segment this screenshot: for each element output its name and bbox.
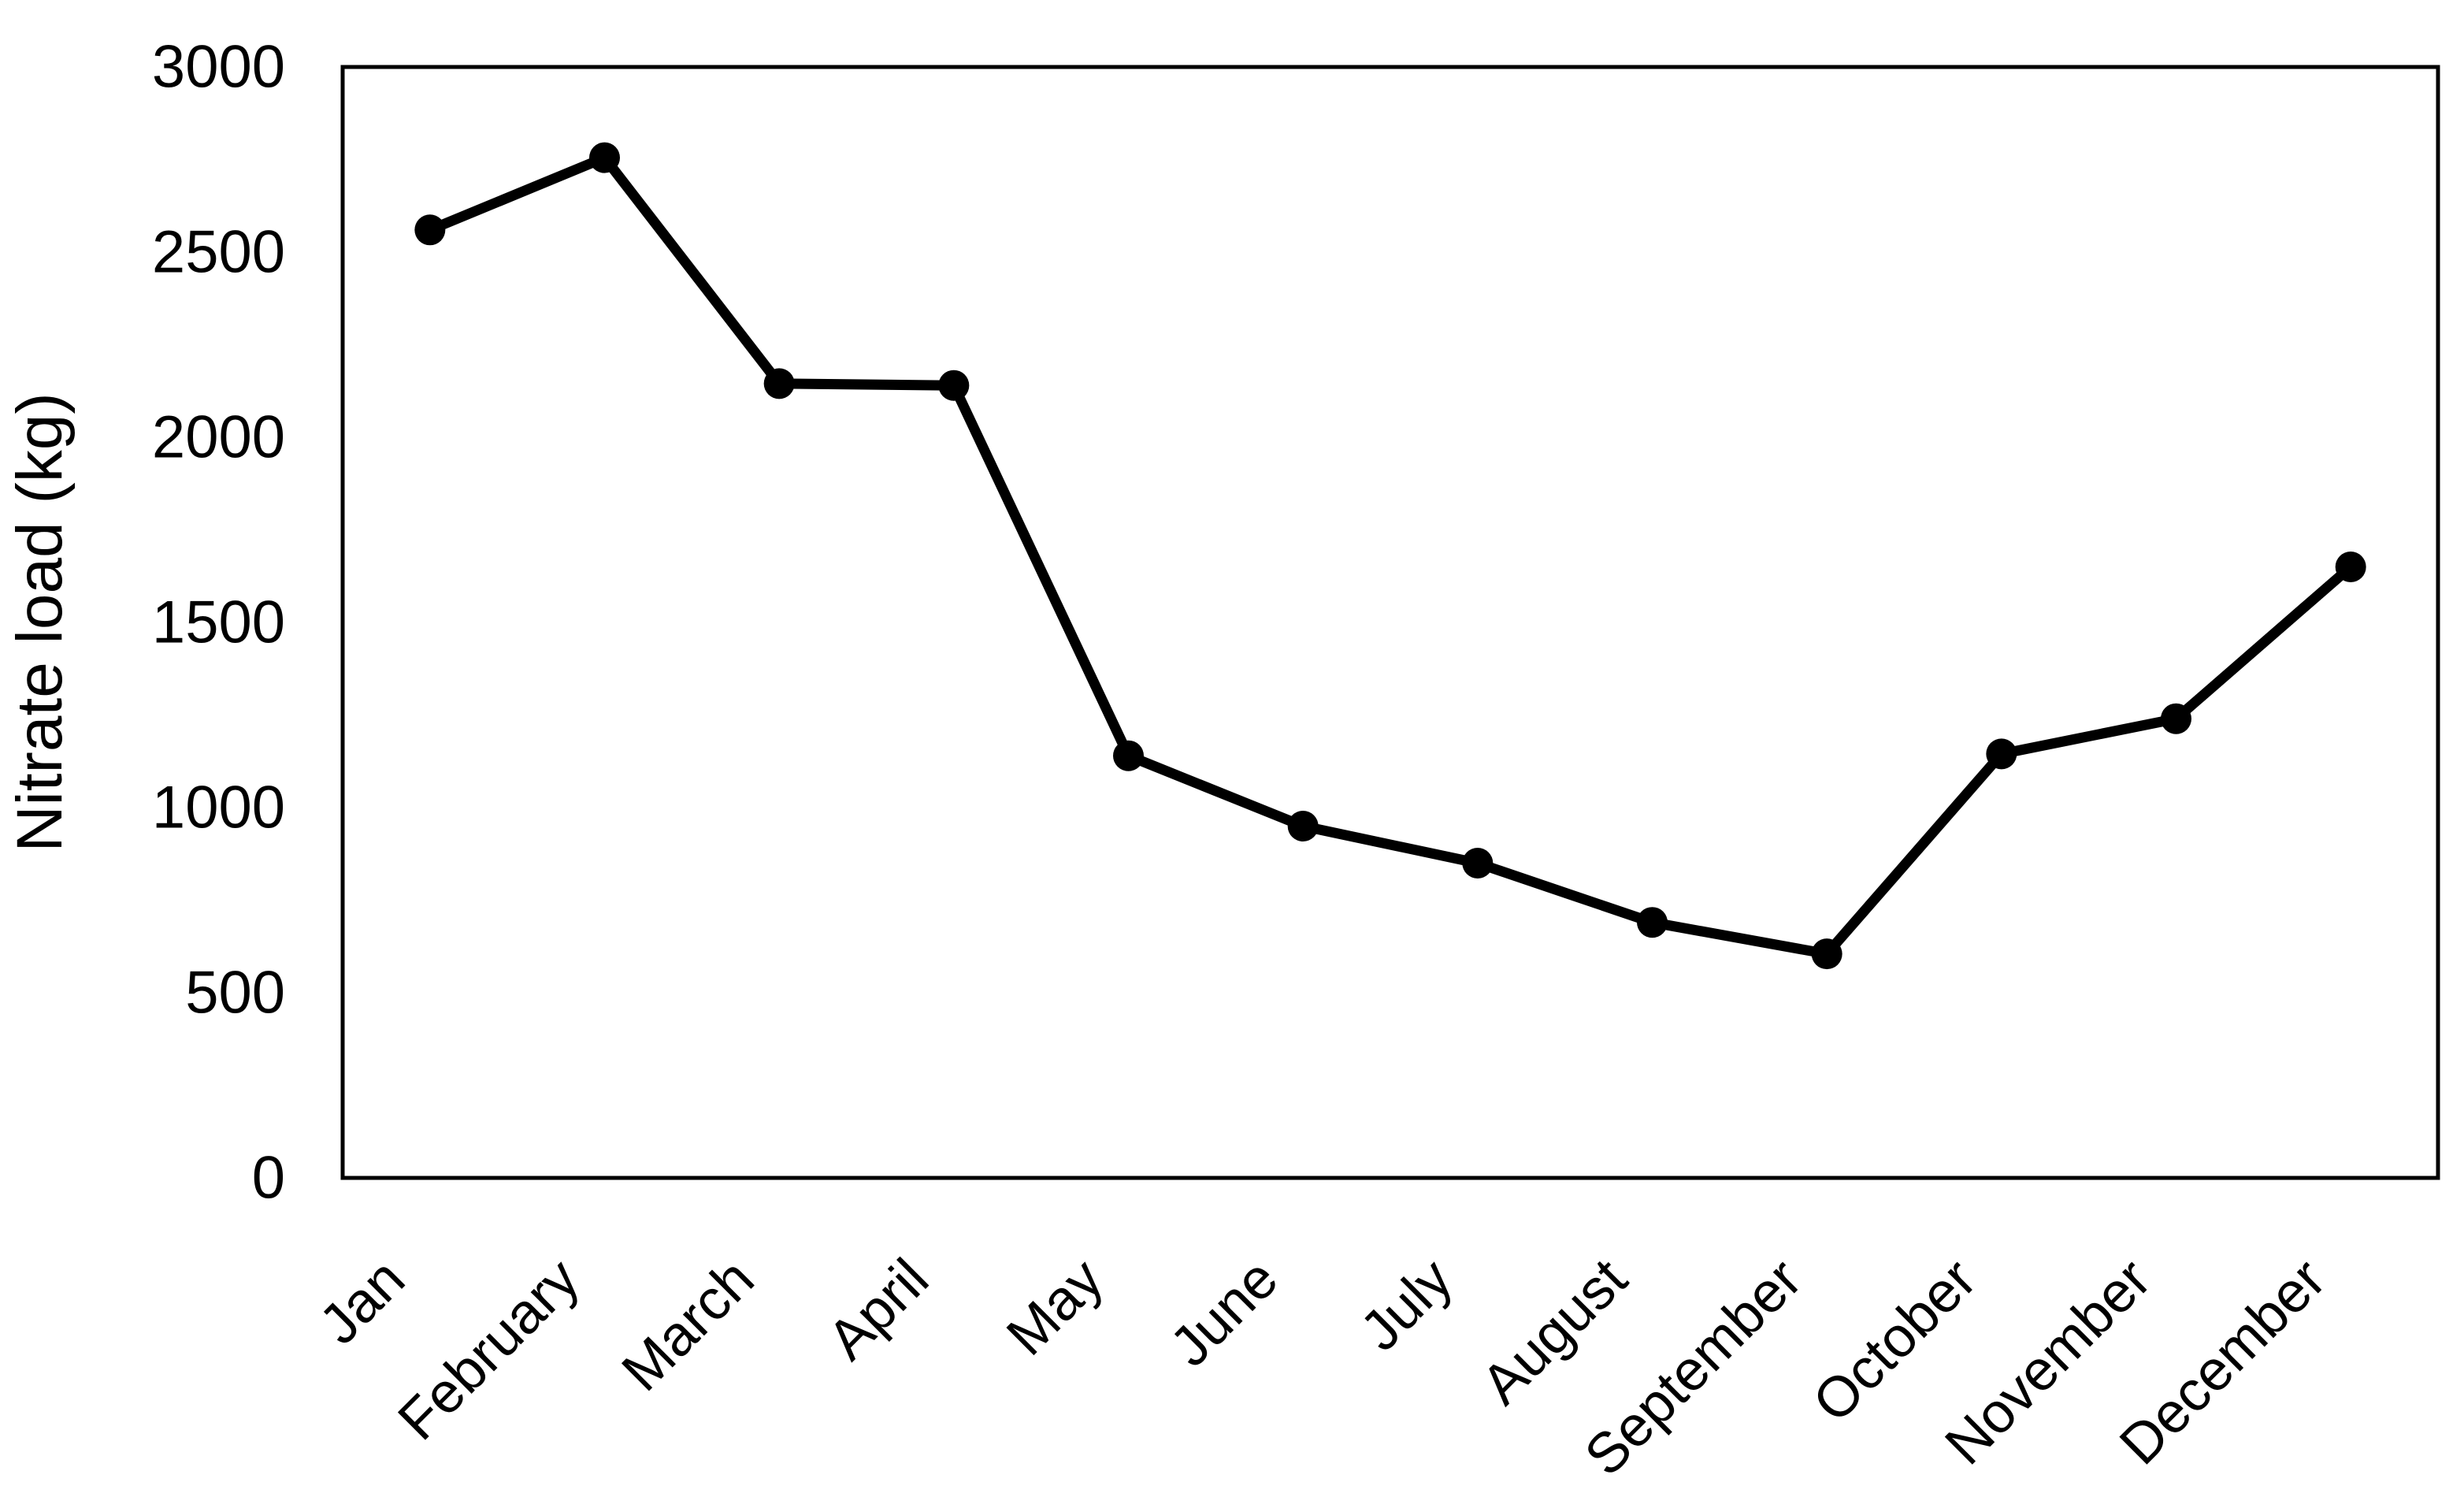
- y-tick-label: 500: [185, 960, 285, 1027]
- y-tick-label: 3000: [152, 34, 285, 101]
- x-category-label: March: [610, 1247, 766, 1403]
- data-point-marker: [1811, 938, 1842, 970]
- y-tick-label: 1000: [152, 775, 285, 841]
- x-category-label: May: [995, 1247, 1115, 1368]
- plot-area-border: [340, 65, 2440, 1180]
- x-category-label: February: [387, 1247, 592, 1452]
- y-axis-tick-labels: 0 500 1000 1500 2000 2500 3000: [152, 34, 285, 1212]
- y-tick-label: 1500: [152, 589, 285, 656]
- data-point-marker: [589, 142, 620, 173]
- data-point-marker: [1637, 907, 1668, 938]
- y-tick-label: 2500: [152, 219, 285, 286]
- data-point-marker: [414, 214, 446, 246]
- x-category-label: June: [1159, 1247, 1290, 1379]
- data-point-marker: [1986, 738, 2017, 770]
- data-point-marker: [2161, 703, 2191, 734]
- x-category-label: Jan: [307, 1247, 417, 1357]
- y-tick-label: 2000: [152, 404, 285, 471]
- data-point-marker: [1113, 740, 1144, 771]
- data-point-marker: [763, 368, 795, 399]
- x-category-label: August: [1470, 1247, 1639, 1417]
- y-tick-label: 0: [252, 1145, 285, 1212]
- data-point-marker: [2335, 552, 2366, 582]
- x-category-label: July: [1349, 1247, 1464, 1363]
- data-point-marker: [1287, 811, 1319, 841]
- data-point-marker: [938, 370, 970, 401]
- data-series-nitrate-load: [414, 142, 2366, 970]
- y-axis-title: Nitrate load (kg): [4, 392, 76, 852]
- data-point-marker: [1462, 848, 1494, 879]
- x-category-label: April: [816, 1247, 941, 1372]
- series-line: [425, 152, 2356, 960]
